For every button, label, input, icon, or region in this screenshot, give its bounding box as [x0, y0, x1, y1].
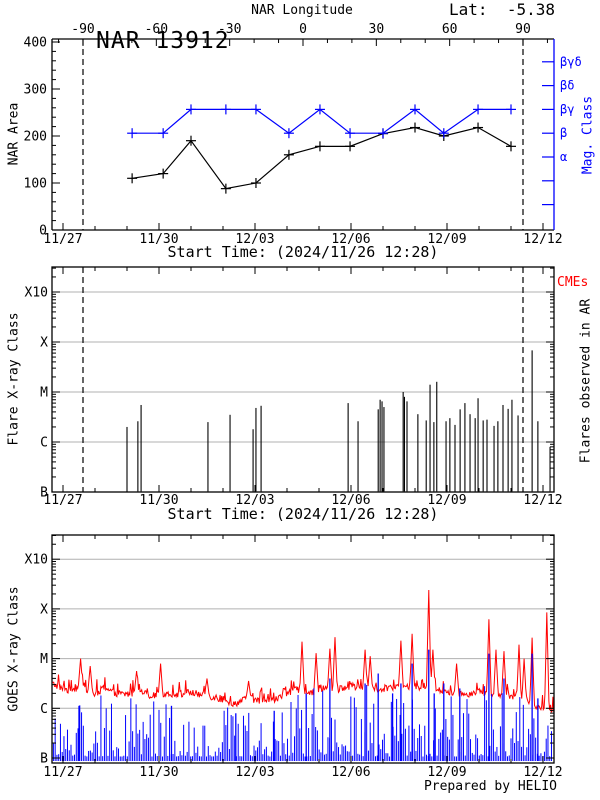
x-tick-label: 11/27 — [43, 493, 82, 508]
nar-area-axis-label: NAR Area — [6, 102, 22, 166]
panel-frame — [51, 266, 555, 493]
mag-class-tick-label: βγδ — [560, 55, 582, 69]
x-tick-label: 12/09 — [427, 232, 466, 247]
y-tick-label: B — [40, 486, 48, 501]
mag-class-tick-label: α — [560, 150, 567, 164]
goes-xray-axis-label: GOES X-ray Class — [6, 586, 22, 712]
y-tick-label: 200 — [24, 130, 47, 145]
longitude-tick-label: 0 — [299, 22, 307, 37]
flare-xray-axis-label: Flare X-ray Class — [6, 312, 22, 446]
flares-observed-label: Flares observed in AR — [578, 298, 594, 464]
y-tick-label: X — [40, 602, 48, 617]
x-tick-label: 12/06 — [331, 493, 370, 508]
x-tick-label: 12/06 — [331, 232, 370, 247]
x-tick-label: 11/30 — [139, 232, 178, 247]
mag-class-axis-label: Mag. Class — [580, 95, 596, 175]
page-title: NAR 13912 — [96, 28, 230, 54]
y-tick-label: C — [40, 702, 48, 717]
latitude-label: Lat: -5.38 — [449, 0, 555, 19]
longitude-tick-label: 60 — [442, 22, 458, 37]
top-start-time-caption: Start Time: (2024/11/26 12:28) — [167, 243, 439, 261]
mag-class-series — [132, 108, 511, 134]
x-tick-label: 11/30 — [139, 765, 178, 780]
x-tick-label: 12/03 — [235, 765, 274, 780]
x-tick-label: 12/12 — [523, 493, 562, 508]
longitude-tick-label: 90 — [515, 22, 531, 37]
longitude-tick-label: -90 — [71, 22, 94, 37]
x-tick-label: 12/03 — [235, 232, 274, 247]
y-tick-label: 300 — [24, 83, 47, 98]
goes-long-channel-series — [52, 589, 555, 714]
y-tick-label: M — [40, 386, 48, 401]
mag-class-tick-label: βδ — [560, 79, 574, 93]
y-tick-label: 0 — [39, 224, 47, 239]
middle-start-time-caption: Start Time: (2024/11/26 12:28) — [167, 505, 439, 523]
x-tick-label: 11/27 — [43, 765, 82, 780]
x-tick-label: 12/09 — [427, 493, 466, 508]
prepared-by-credit: Prepared by HELIO — [423, 779, 557, 794]
x-tick-label: 12/09 — [427, 765, 466, 780]
x-tick-label: 11/27 — [43, 232, 82, 247]
longitude-tick-label: -60 — [145, 22, 168, 37]
y-tick-label: X10 — [25, 286, 48, 301]
x-tick-label: 12/06 — [331, 765, 370, 780]
y-tick-label: X — [40, 336, 48, 351]
x-tick-label: 12/03 — [235, 493, 274, 508]
nar-area-series — [132, 126, 512, 190]
panel-frame — [51, 534, 555, 764]
y-tick-label: B — [40, 752, 48, 767]
nar-longitude-axis-label: NAR Longitude — [251, 3, 353, 18]
mag-class-tick-label: β — [560, 126, 567, 140]
y-tick-label: 400 — [24, 36, 47, 51]
mag-class-tick-label: βγ — [560, 102, 574, 116]
cmes-label: CMEs — [557, 275, 589, 290]
y-tick-label: 100 — [24, 177, 47, 192]
x-tick-label: 12/12 — [523, 765, 562, 780]
longitude-tick-label: 30 — [369, 22, 385, 37]
y-tick-label: M — [40, 652, 48, 667]
y-tick-label: C — [40, 436, 48, 451]
longitude-tick-label: -30 — [218, 22, 241, 37]
y-tick-label: X10 — [25, 553, 48, 568]
x-tick-label: 12/12 — [523, 232, 562, 247]
x-tick-label: 11/30 — [139, 493, 178, 508]
